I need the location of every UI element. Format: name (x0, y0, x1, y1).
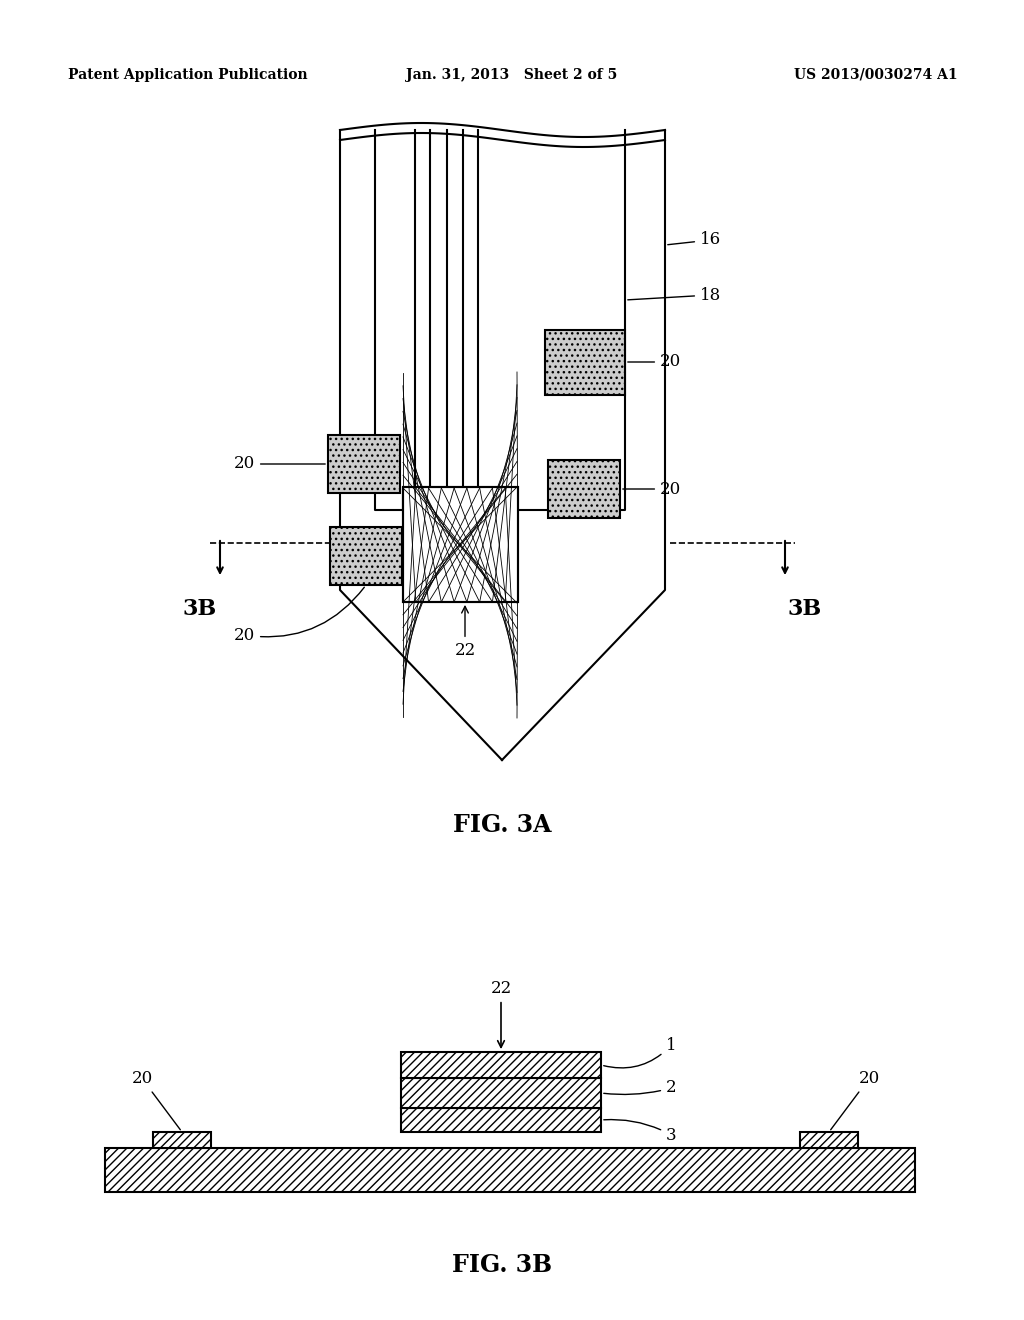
Bar (403, 487, 518, 602)
Text: 2: 2 (604, 1080, 677, 1097)
Bar (153, 1133, 211, 1148)
Text: 22: 22 (455, 606, 475, 659)
Text: 3B: 3B (787, 598, 822, 620)
Bar (545, 330, 625, 395)
Bar (330, 527, 402, 585)
Text: 20: 20 (830, 1071, 880, 1130)
Bar (105, 1148, 915, 1192)
Text: 20: 20 (628, 354, 681, 371)
Text: Patent Application Publication: Patent Application Publication (68, 69, 307, 82)
Text: 3: 3 (604, 1119, 677, 1143)
Bar (800, 1133, 858, 1148)
Text: FIG. 3A: FIG. 3A (453, 813, 551, 837)
Text: US 2013/0030274 A1: US 2013/0030274 A1 (795, 69, 958, 82)
Bar (328, 436, 400, 492)
Bar (401, 1052, 601, 1078)
Text: 20: 20 (233, 587, 365, 644)
Text: 16: 16 (668, 231, 721, 248)
Text: 18: 18 (628, 286, 721, 304)
Text: 20: 20 (233, 455, 326, 473)
Bar (548, 459, 620, 517)
Bar (401, 1107, 601, 1133)
Text: 1: 1 (604, 1036, 677, 1068)
Text: Jan. 31, 2013   Sheet 2 of 5: Jan. 31, 2013 Sheet 2 of 5 (407, 69, 617, 82)
Text: 3B: 3B (183, 598, 217, 620)
Text: 22: 22 (490, 979, 512, 1047)
Text: 20: 20 (623, 480, 681, 498)
Text: FIG. 3B: FIG. 3B (452, 1253, 552, 1276)
Bar (403, 487, 518, 602)
Bar (401, 1078, 601, 1107)
Text: 20: 20 (131, 1071, 180, 1130)
